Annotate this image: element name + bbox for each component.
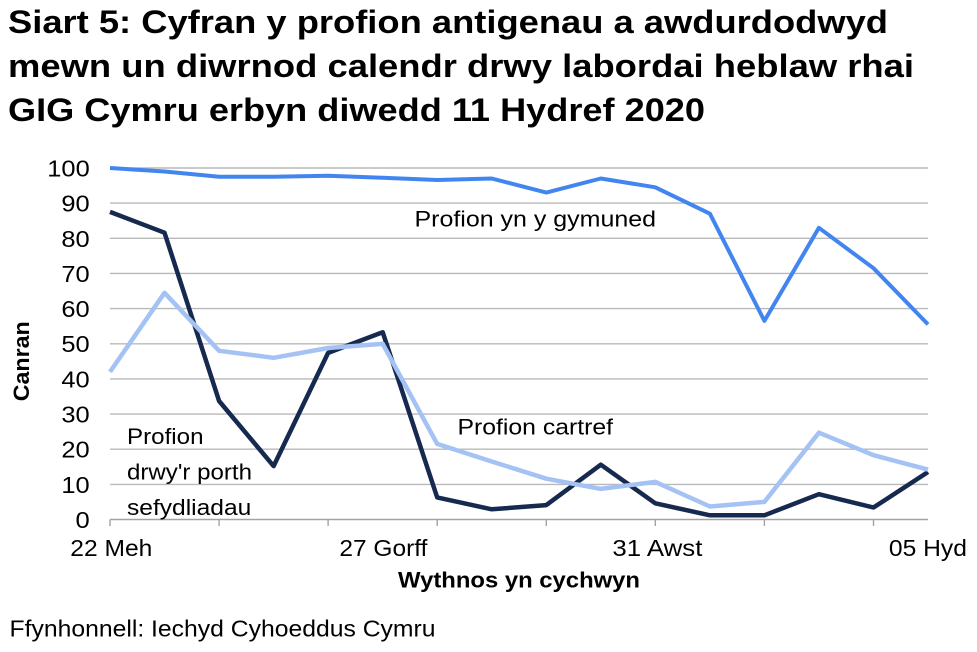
svg-text:50: 50 xyxy=(61,331,89,357)
svg-text:Ffynhonnell: Iechyd Cyhoeddus: Ffynhonnell: Iechyd Cyhoeddus Cymru xyxy=(10,615,436,641)
svg-text:0: 0 xyxy=(76,507,90,533)
svg-text:100: 100 xyxy=(47,156,89,182)
svg-text:70: 70 xyxy=(61,261,89,287)
svg-text:Profion: Profion xyxy=(127,424,204,449)
svg-text:Canran: Canran xyxy=(9,321,34,401)
svg-text:GIG Cymru erbyn diwedd 11 Hydr: GIG Cymru erbyn diwedd 11 Hydref 2020 xyxy=(8,92,705,128)
svg-text:05 Hyd: 05 Hyd xyxy=(889,535,967,561)
svg-text:80: 80 xyxy=(61,226,89,252)
svg-text:22 Meh: 22 Meh xyxy=(70,535,152,561)
svg-text:40: 40 xyxy=(61,366,89,392)
svg-text:mewn un diwrnod calendr drwy l: mewn un diwrnod calendr drwy labordai he… xyxy=(8,48,914,84)
svg-text:60: 60 xyxy=(61,296,89,322)
svg-text:Profion yn y gymuned: Profion yn y gymuned xyxy=(415,207,657,232)
svg-text:27 Gorff: 27 Gorff xyxy=(339,535,428,561)
svg-text:sefydliadau: sefydliadau xyxy=(127,495,251,520)
svg-text:Siart 5: Cyfran y profion anti: Siart 5: Cyfran y profion antigenau a aw… xyxy=(8,4,888,40)
svg-text:drwy'r porth: drwy'r porth xyxy=(127,460,252,485)
svg-text:10: 10 xyxy=(61,472,89,498)
svg-text:30: 30 xyxy=(61,402,89,428)
svg-text:31 Awst: 31 Awst xyxy=(612,535,703,561)
svg-text:Wythnos yn cychwyn: Wythnos yn cychwyn xyxy=(398,567,640,592)
svg-text:90: 90 xyxy=(61,191,89,217)
svg-text:20: 20 xyxy=(61,437,89,463)
svg-text:Profion cartref: Profion cartref xyxy=(458,415,614,440)
